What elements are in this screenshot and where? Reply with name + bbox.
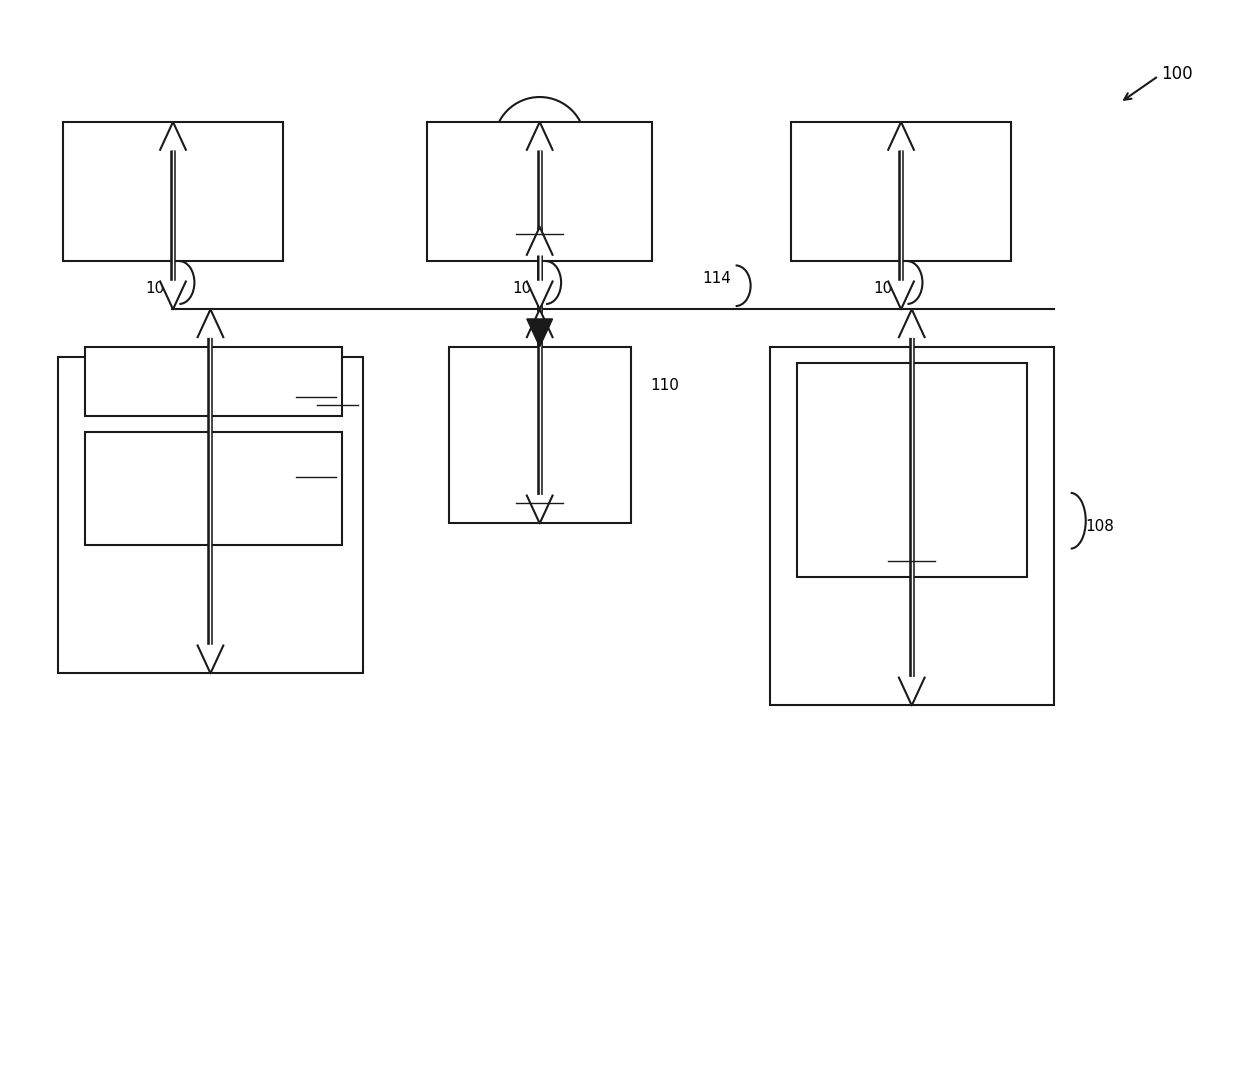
Text: CPU: CPU	[154, 182, 192, 201]
FancyBboxPatch shape	[770, 346, 1054, 706]
FancyBboxPatch shape	[84, 433, 342, 545]
Text: 100: 100	[1161, 65, 1193, 83]
Circle shape	[583, 166, 641, 224]
Polygon shape	[527, 319, 553, 346]
Text: Error Log
Analysis
Module: Error Log Analysis Module	[874, 407, 950, 469]
Text: 108: 108	[1086, 519, 1115, 534]
FancyBboxPatch shape	[791, 122, 1011, 261]
Polygon shape	[527, 310, 553, 337]
Text: 114: 114	[702, 271, 730, 286]
Circle shape	[484, 167, 547, 231]
FancyBboxPatch shape	[448, 175, 632, 223]
FancyBboxPatch shape	[428, 122, 652, 261]
Polygon shape	[160, 282, 186, 310]
Polygon shape	[888, 282, 914, 310]
Polygon shape	[899, 310, 925, 337]
FancyBboxPatch shape	[63, 122, 283, 261]
Polygon shape	[527, 122, 553, 150]
Polygon shape	[527, 495, 553, 523]
Polygon shape	[197, 310, 223, 337]
FancyBboxPatch shape	[84, 346, 342, 416]
Circle shape	[533, 167, 596, 231]
Text: 110: 110	[526, 482, 554, 497]
Circle shape	[494, 97, 585, 189]
Text: I/O
(e.g., K/V/M): I/O (e.g., K/V/M)	[489, 172, 591, 211]
Text: Memory: Memory	[77, 379, 145, 397]
Text: 112: 112	[327, 379, 357, 394]
Text: 120: 120	[306, 454, 335, 469]
Circle shape	[552, 136, 619, 203]
FancyBboxPatch shape	[58, 357, 363, 673]
Text: 106: 106	[874, 282, 903, 297]
Polygon shape	[527, 227, 553, 255]
Text: 104: 104	[512, 282, 542, 297]
Text: Remote Access
Controller: Remote Access Controller	[848, 366, 975, 407]
Text: Web
Browser: Web Browser	[100, 460, 169, 500]
Text: Network
Port: Network Port	[505, 397, 574, 438]
Circle shape	[461, 136, 527, 203]
Polygon shape	[160, 122, 186, 150]
Text: Operating System: Operating System	[100, 372, 250, 391]
Text: 118: 118	[898, 540, 926, 555]
Polygon shape	[197, 645, 223, 673]
Polygon shape	[899, 678, 925, 706]
Text: 110: 110	[650, 378, 678, 393]
FancyBboxPatch shape	[796, 363, 1027, 577]
Text: 140: 140	[526, 219, 554, 234]
Circle shape	[439, 166, 497, 224]
Polygon shape	[888, 122, 914, 150]
Text: Hard Drive
/ Disk: Hard Drive / Disk	[857, 172, 946, 211]
FancyBboxPatch shape	[449, 346, 631, 523]
Text: 102: 102	[146, 282, 175, 297]
Text: Network: Network	[498, 185, 580, 203]
Polygon shape	[527, 282, 553, 310]
Text: 116: 116	[306, 374, 335, 390]
